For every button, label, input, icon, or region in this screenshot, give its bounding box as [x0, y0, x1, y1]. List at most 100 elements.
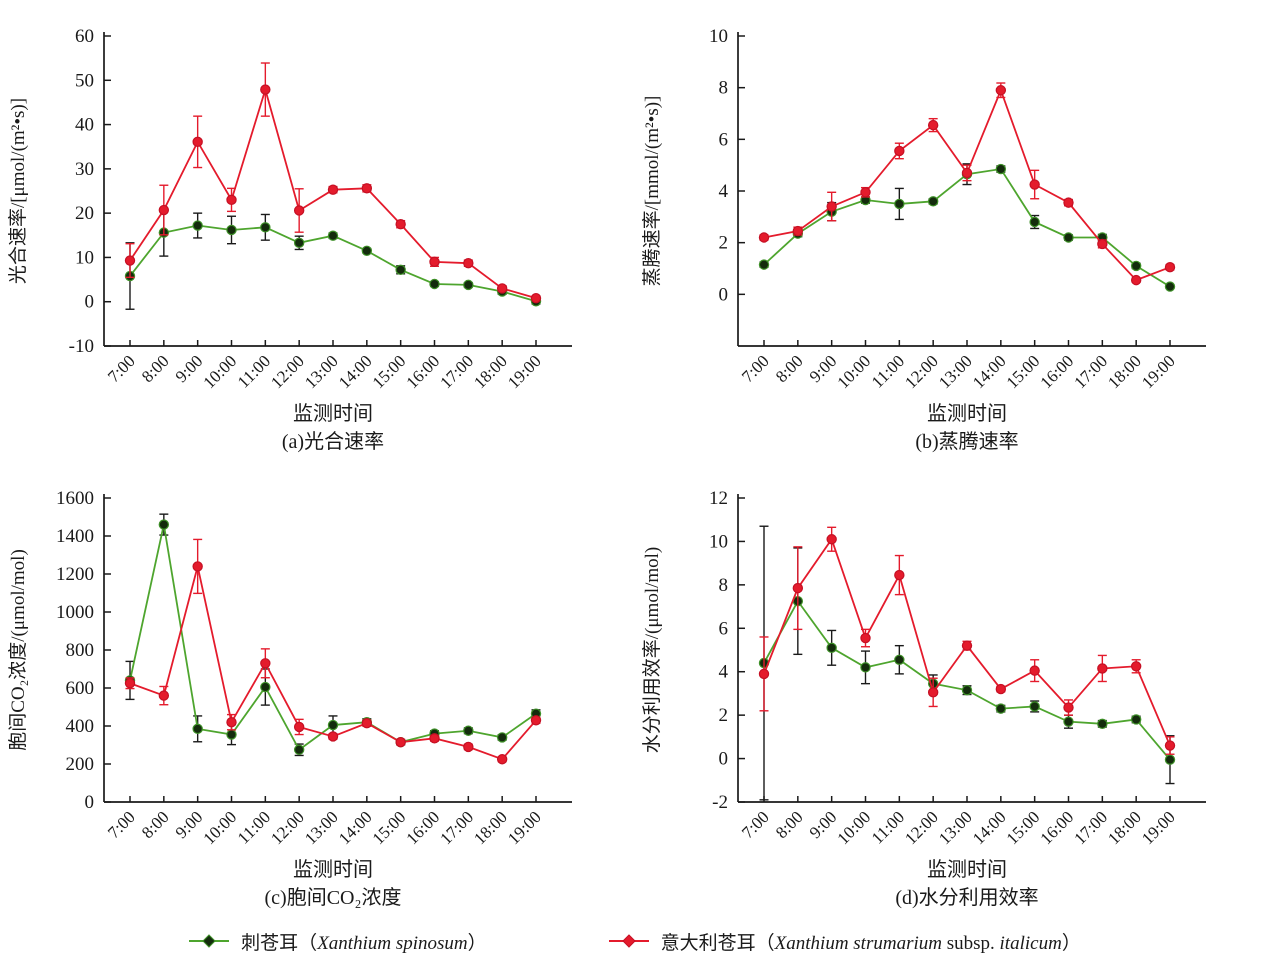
data-point-spinosum [158, 519, 170, 530]
x-tick-label: 10:00 [834, 351, 875, 392]
x-tick-label: 11:00 [868, 807, 908, 847]
data-point-italicum [496, 283, 508, 294]
x-tick-label: 7:00 [104, 351, 139, 386]
data-point-spinosum [1029, 216, 1040, 228]
legend-item-italicum: 意大利苍耳（Xanthium strumarium subsp. italicu… [607, 928, 1081, 955]
x-tick-label: 17:00 [1070, 351, 1111, 392]
data-point-spinosum [1063, 716, 1074, 727]
data-point-italicum [894, 145, 905, 157]
data-point-spinosum [260, 222, 271, 233]
x-tick-label: 7:00 [738, 807, 773, 842]
y-tick-label: 8 [719, 575, 729, 596]
y-tick-label: 0 [85, 292, 95, 313]
data-point-spinosum [995, 163, 1007, 175]
data-point-spinosum [395, 264, 406, 276]
data-point-italicum [894, 569, 905, 581]
data-point-spinosum [192, 220, 203, 231]
y-tick-label: 20 [75, 203, 94, 224]
x-tick-label: 19:00 [504, 807, 545, 848]
data-point-spinosum [496, 732, 508, 743]
x-tick-label: 16:00 [403, 807, 444, 848]
y-axis-title: 胞间CO₂浓度/(μmol/mol) [7, 549, 29, 751]
data-point-italicum [927, 119, 939, 131]
data-point-italicum [192, 561, 203, 572]
x-tick-label: 16:00 [1037, 807, 1078, 848]
x-tick-label: 8:00 [772, 807, 807, 842]
data-point-italicum [226, 716, 237, 728]
data-point-italicum [961, 167, 973, 179]
legend: 刺苍耳（Xanthium spinosum） 意大利苍耳（Xanthium str… [0, 922, 1268, 960]
x-tick-label: 10:00 [200, 807, 241, 848]
data-point-spinosum [1063, 232, 1074, 243]
data-point-spinosum [226, 224, 237, 236]
data-point-italicum [293, 205, 305, 216]
y-tick-label: 10 [75, 247, 94, 268]
data-point-italicum [1029, 665, 1040, 676]
x-tick-label: 8:00 [138, 351, 173, 386]
legend-diamond-marker [202, 934, 216, 948]
y-tick-label: 2 [719, 705, 729, 726]
data-point-spinosum [1164, 754, 1176, 765]
data-point-spinosum [361, 245, 373, 256]
x-tick-label: 11:00 [234, 351, 274, 391]
y-tick-label: 0 [85, 792, 95, 813]
x-tick-label: 18:00 [1104, 351, 1145, 392]
data-point-italicum [758, 668, 770, 680]
x-tick-label: 8:00 [772, 351, 807, 386]
panel-caption: (d)水分利用效率 [895, 886, 1038, 909]
x-tick-label: 15:00 [369, 807, 410, 848]
x-tick-label: 19:00 [1138, 807, 1179, 848]
x-tick-label: 18:00 [1104, 807, 1145, 848]
data-point-spinosum [894, 654, 905, 665]
x-tick-label: 11:00 [868, 351, 908, 391]
data-point-italicum [158, 690, 170, 701]
x-tick-label: 16:00 [1037, 351, 1078, 392]
data-point-italicum [1063, 197, 1074, 208]
data-point-italicum [927, 687, 939, 698]
data-point-spinosum [894, 198, 905, 210]
data-point-spinosum [826, 642, 837, 654]
panel-intercellular-co2: 0 200 400 600 800 1000 1200 1400 1600 7:00 8:00 9:0… [0, 470, 634, 922]
x-tick-label: 18:00 [470, 351, 511, 392]
x-tick-label: 14:00 [969, 351, 1010, 392]
y-tick-label: 1600 [56, 488, 94, 509]
x-tick-label: 15:00 [369, 351, 410, 392]
data-point-spinosum [1164, 281, 1176, 292]
data-point-italicum [429, 733, 440, 744]
x-tick-label: 14:00 [335, 807, 376, 848]
data-point-italicum [1063, 702, 1074, 713]
data-point-italicum [1164, 740, 1176, 751]
data-point-italicum [361, 183, 373, 194]
y-tick-label: 600 [66, 678, 95, 699]
data-point-italicum [327, 731, 339, 742]
y-tick-label: 0 [719, 749, 729, 770]
panel-caption: (a)光合速率 [282, 430, 384, 453]
data-point-italicum [860, 187, 871, 198]
data-point-italicum [995, 85, 1007, 96]
x-tick-label: 12:00 [901, 807, 942, 848]
data-point-italicum [792, 582, 804, 594]
data-point-italicum [463, 257, 474, 269]
y-tick-label: 1400 [56, 526, 94, 547]
x-tick-label: 16:00 [403, 351, 444, 392]
data-point-spinosum [758, 259, 770, 270]
y-tick-label: -2 [712, 792, 728, 813]
y-tick-label: 800 [66, 640, 95, 661]
legend-label: 意大利苍耳（Xanthium strumarium subsp. italicu… [660, 932, 1081, 954]
panel-caption: (c)胞间CO₂浓度 [265, 886, 402, 909]
panels-grid: -10 0 10 20 30 40 50 60 7:00 8:00 9:00 10:00 11:00 12… [0, 26, 1206, 922]
data-point-spinosum [260, 681, 271, 693]
x-tick-label: 17:00 [436, 807, 477, 848]
data-point-italicum [1029, 179, 1040, 190]
data-point-italicum [158, 204, 170, 216]
y-tick-label: 40 [75, 115, 94, 136]
x-tick-label: 11:00 [234, 807, 274, 847]
data-point-italicum [395, 736, 406, 748]
data-point-italicum [192, 136, 203, 148]
x-tick-label: 12:00 [901, 351, 942, 392]
y-axis-title: 光合速率/[μmol/(m²•s)] [7, 98, 29, 284]
x-tick-label: 19:00 [504, 351, 545, 392]
x-tick-label: 12:00 [267, 351, 308, 392]
